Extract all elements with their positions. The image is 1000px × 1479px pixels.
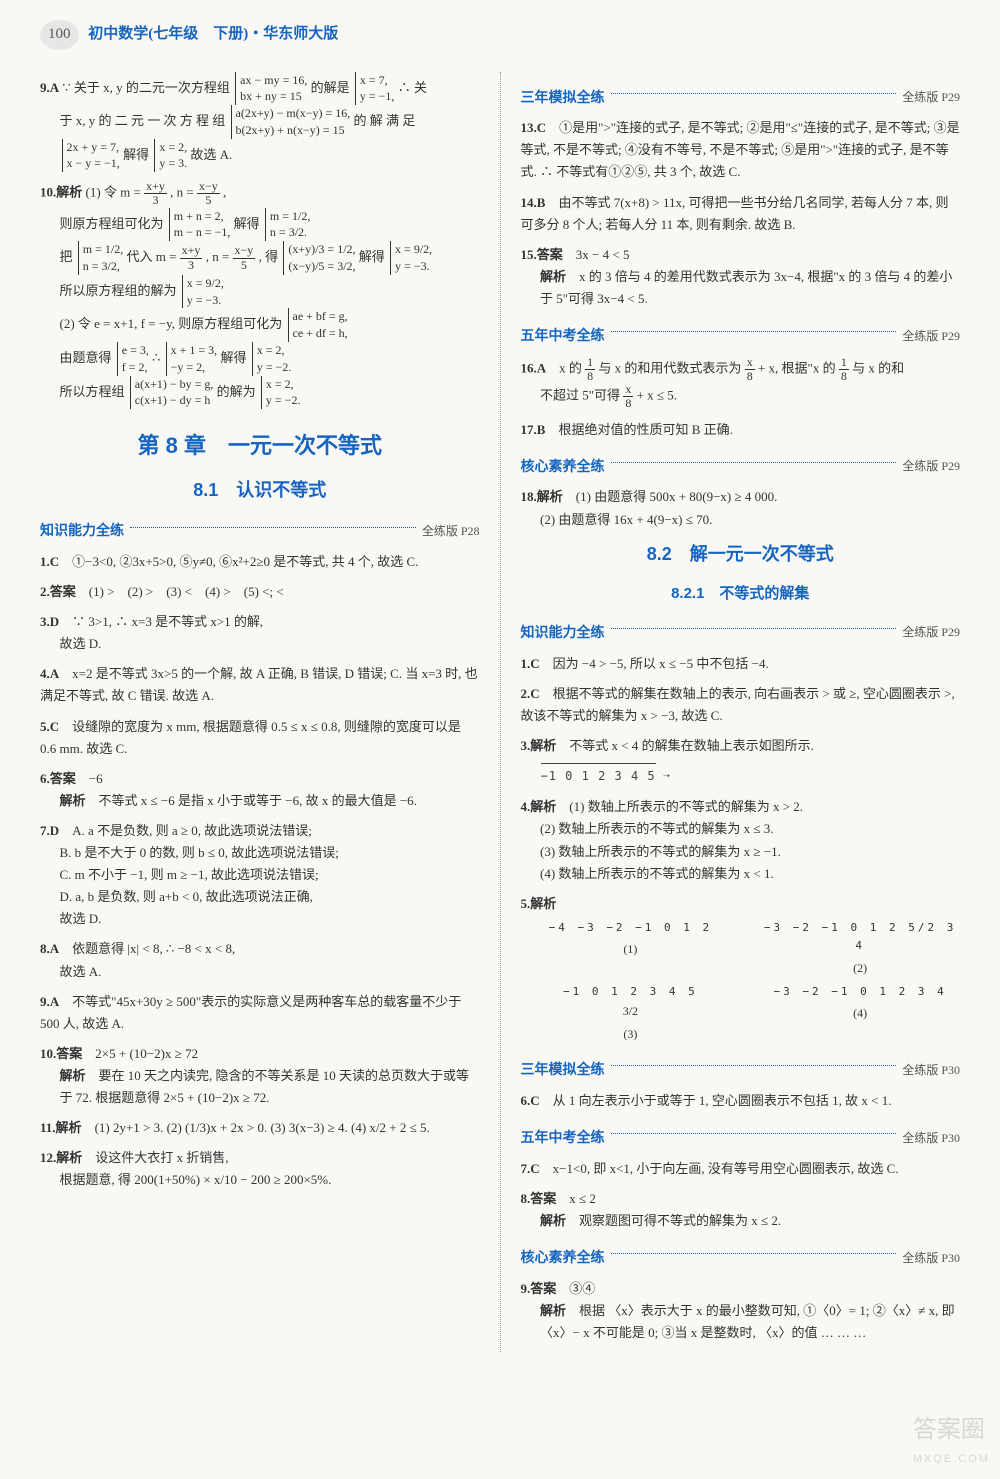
gh-core: 核心素养全练 全练版 P29	[521, 455, 961, 479]
number-line-row-2: −1 0 1 2 3 4 53/2(3) −3 −2 −1 0 1 2 3 4(…	[531, 983, 961, 1044]
q10-r7: 所以方程组 a(x+1) − by = g, c(x+1) − dy = h 的…	[40, 376, 480, 410]
r2-q5: 5.解析 −4 −3 −2 −1 0 1 2(1) −3 −2 −1 0 1 2…	[521, 893, 961, 1044]
section-8-2-title: 8.2 解一元一次不等式	[521, 539, 961, 570]
left-column: 9.A ∵ 关于 x, y 的二元一次方程组 ax − my = 16, bx …	[40, 72, 480, 1353]
number-line-1: −4 −3 −2 −1 0 1 2(1)	[531, 919, 731, 979]
right-column: 三年模拟全练 全练版 P29 13.C ①是用">"连接的式子, 是不等式; ②…	[521, 72, 961, 1353]
q9-t2: 的解是	[311, 79, 350, 94]
q10-r3: 把 m = 1/2, n = 3/2, 代入 m = x+y3 , n = x−…	[40, 241, 480, 275]
q8: 8.A 依题意得 |x| < 8, ∴ −8 < x < 8,故选 A.	[40, 938, 480, 982]
gh-5year: 五年中考全练 全练版 P29	[521, 324, 961, 348]
gh-core-2: 核心素养全练 全练版 P30	[521, 1246, 961, 1270]
q6: 6.答案 −6 解析 不等式 x ≤ −6 是指 x 小于或等于 −6, 故 x…	[40, 768, 480, 812]
page-number: 100	[40, 20, 79, 50]
watermark: 答案圈 MXQE.COM	[913, 1410, 990, 1469]
sub-821-title: 8.2.1 不等式的解集	[521, 581, 961, 607]
page-title: 初中数学(七年级 下册)・华东师大版	[88, 26, 338, 42]
q9b: 9.A 不等式"45x+30y ≥ 500"表示的实际意义是两种客车总的载客量不…	[40, 991, 480, 1035]
q3: 3.D ∵ 3>1, ∴ x=3 是不等式 x>1 的解,故选 D.	[40, 611, 480, 655]
r2-q4: 4.解析 (1) 数轴上所表示的不等式的解集为 x > 2. (2) 数轴上所表…	[521, 796, 961, 884]
r2-q2: 2.C 根据不等式的解集在数轴上的表示, 向右画表示 > 或 ≥, 空心圆圈表示…	[521, 683, 961, 727]
content-columns: 9.A ∵ 关于 x, y 的二元一次方程组 ax − my = 16, bx …	[40, 72, 960, 1353]
r-q18: 18.解析 (1) 由题意得 500x + 80(9−x) ≥ 4 000. (…	[521, 486, 961, 530]
q4: 4.A x=2 是不等式 3x>5 的一个解, 故 A 正确, B 错误, D …	[40, 663, 480, 707]
q10: 10.解析 (1) 令 m = x+y3 , n = x−y5 , 则原方程组可…	[40, 180, 480, 409]
r-q13: 13.C ①是用">"连接的式子, 是不等式; ②是用"≤"连接的式子, 是不等…	[521, 117, 961, 183]
gh-5year-2: 五年中考全练 全练版 P30	[521, 1126, 961, 1150]
q10b: 10.答案 2×5 + (10−2)x ≥ 72 解析 要在 10 天之内读完,…	[40, 1043, 480, 1109]
q1: 1.C ①−3<0, ②3x+5>0, ⑤y≠0, ⑥x²+2≥0 是不等式, …	[40, 551, 480, 573]
q10-r2: 则原方程组可化为 m + n = 2, m − n = −1, 解得 m = 1…	[40, 208, 480, 242]
number-line-2: −3 −2 −1 0 1 2 5/2 3 4(2)	[760, 919, 960, 979]
column-divider	[500, 72, 501, 1353]
q10-r6: 由题意得 e = 3, f = 2, ∴ x + 1 = 3, −y = 2, …	[40, 342, 480, 376]
q11: 11.解析 (1) 2y+1 > 3. (2) (1/3)x + 2x > 0.…	[40, 1117, 480, 1139]
q9: 9.A ∵ 关于 x, y 的二元一次方程组 ax − my = 16, bx …	[40, 72, 480, 173]
number-line-row-1: −4 −3 −2 −1 0 1 2(1) −3 −2 −1 0 1 2 5/2 …	[531, 919, 961, 979]
r2-q9: 9.答案 ③④ 解析 根据 〈x〉表示大于 x 的最小整数可知, ①〈0〉= 1…	[521, 1278, 961, 1344]
gh-knowledge: 知识能力全练 全练版 P28	[40, 519, 480, 543]
r2-q6: 6.C 从 1 向左表示小于或等于 1, 空心圆圈表示不包括 1, 故 x < …	[521, 1090, 961, 1112]
r-q15: 15.答案 3x − 4 < 5 解析 x 的 3 倍与 4 的差用代数式表示为…	[521, 244, 961, 310]
watermark-sub: MXQE.COM	[913, 1450, 990, 1469]
q10-label: 10.解析	[40, 185, 82, 200]
chapter-title: 第 8 章 一元一次不等式	[40, 427, 480, 464]
q10-p2: (2) 令 e = x+1, f = −y, 则原方程组可化为 ae + bf …	[40, 308, 480, 342]
r2-q3: 3.解析 不等式 x < 4 的解集在数轴上表示如图所示. −1 0 1 2 3…	[521, 735, 961, 786]
q9-sys1: ax − my = 16, bx + ny = 15	[235, 72, 307, 106]
q7: 7.D A. a 不是负数, 则 a ≥ 0, 故此选项说法错误; B. b 是…	[40, 820, 480, 930]
number-line-3: −1 0 1 2 3 4 53/2(3)	[531, 983, 731, 1044]
q9-label: 9.A	[40, 79, 59, 94]
q9-sol1: x = 7, y = −1,	[355, 72, 395, 106]
watermark-main: 答案圈	[913, 1416, 985, 1443]
r-q14: 14.B 由不等式 7(x+8) > 11x, 可得把一些书分给几名同学, 若每…	[521, 192, 961, 236]
q10-r4: 所以原方程组的解为 x = 9/2, y = −3.	[40, 275, 480, 309]
q12: 12.解析 设这件大衣打 x 折销售, 根据题意, 得 200(1+50%) ×…	[40, 1147, 480, 1191]
q5: 5.C 设缝隙的宽度为 x mm, 根据题意得 0.5 ≤ x ≤ 0.8, 则…	[40, 716, 480, 760]
r2-q1: 1.C 因为 −4 > −5, 所以 x ≤ −5 中不包括 −4.	[521, 653, 961, 675]
r2-q7: 7.C x−1<0, 即 x<1, 小于向左画, 没有等号用空心圆圈表示, 故选…	[521, 1158, 961, 1180]
q9-t1: ∵ 关于 x, y 的二元一次方程组	[62, 79, 230, 94]
number-line-4: −3 −2 −1 0 1 2 3 4(4)	[760, 983, 960, 1044]
r-q17: 17.B 根据绝对值的性质可知 B 正确.	[521, 419, 961, 441]
r-q16: 16.A x 的 18 与 x 的和用代数式表示为 x8 + x, 根据"x 的…	[521, 356, 961, 411]
q9-row2: 于 x, y 的 二 元 一 次 方 程 组 a(2x+y) − m(x−y) …	[40, 105, 480, 139]
gh-3year: 三年模拟全练 全练版 P29	[521, 86, 961, 110]
section-8-1-title: 8.1 认识不等式	[40, 475, 480, 506]
gh-knowledge-2: 知识能力全练 全练版 P29	[521, 621, 961, 645]
number-line-q3: −1 0 1 2 3 4 5 ➝	[541, 763, 961, 786]
r2-q8: 8.答案 x ≤ 2 解析 观察题图可得不等式的解集为 x ≤ 2.	[521, 1188, 961, 1232]
page-header: 100 初中数学(七年级 下册)・华东师大版	[40, 20, 960, 54]
gh-3year-2: 三年模拟全练 全练版 P30	[521, 1058, 961, 1082]
q9-row3: 2x + y = 7, x − y = −1, 解得 x = 2, y = 3.…	[40, 139, 480, 173]
q2: 2.答案 (1) > (2) > (3) < (4) > (5) <; <	[40, 581, 480, 603]
q9-t3: ∴ 关	[398, 79, 427, 94]
